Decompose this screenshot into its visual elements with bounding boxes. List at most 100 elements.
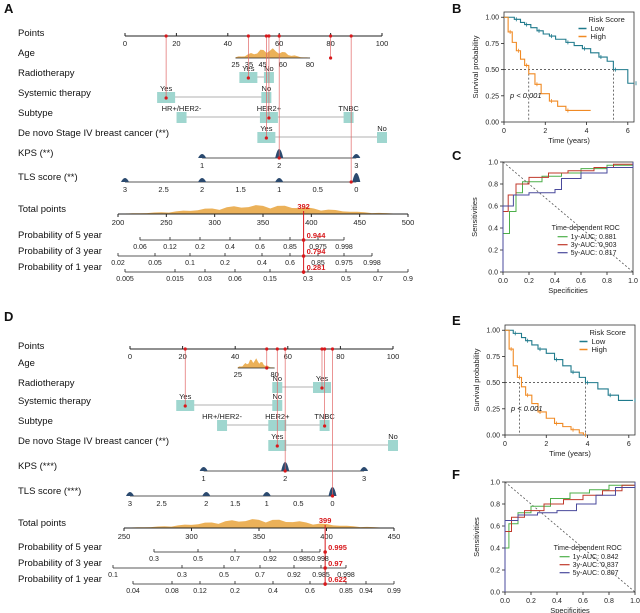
x-axis-label: Specificities <box>550 606 590 613</box>
kps-level-label: 1 <box>202 474 206 483</box>
legend-entry: High <box>592 345 607 354</box>
age-density <box>235 48 311 58</box>
x-tick-label: 0.8 <box>604 598 614 605</box>
tls-density-peak <box>202 492 211 496</box>
x-tick-label: 6 <box>627 441 631 448</box>
kps-density-peak <box>360 467 369 471</box>
plot-frame <box>503 11 635 123</box>
row-label: KPS (**) <box>18 148 53 159</box>
category-level-label: No <box>377 124 387 133</box>
total-points-tick-label: 300 <box>185 532 198 541</box>
total-points-tick-label: 400 <box>305 218 318 227</box>
y-tick-label: 0.75 <box>486 354 500 361</box>
total-points-density <box>118 205 408 214</box>
roc-curve-3 <box>504 482 636 592</box>
panel-letter-e: E <box>452 313 461 328</box>
pin-dot <box>323 347 327 351</box>
x-tick-label: 4 <box>586 441 590 448</box>
y-tick-label: 0.50 <box>486 380 500 387</box>
y-tick-label: 0.0 <box>488 270 498 277</box>
category-level-label: HR+/HER2- <box>162 104 202 113</box>
points-tick-label: 20 <box>172 39 180 48</box>
probability-tick-label: 0.998 <box>337 572 355 579</box>
probability-tick-label: 0.6 <box>285 260 295 267</box>
total-points-tick-label: 200 <box>112 218 125 227</box>
probability-tick-label: 0.12 <box>193 588 207 595</box>
pin-dot <box>329 56 333 60</box>
probability-marker-dot <box>301 270 306 274</box>
total-points-tick-label: 350 <box>257 218 270 227</box>
row-label: TLS score (**) <box>18 172 78 183</box>
x-tick-label: 0 <box>503 441 507 448</box>
y-axis-label: Survival probability <box>472 348 481 411</box>
age-tick-label: 35 <box>245 60 253 69</box>
x-tick-label: 1.0 <box>630 598 640 605</box>
probability-tick-label: 0.5 <box>193 556 203 563</box>
total-points-tick-label: 250 <box>118 532 131 541</box>
km-panel-e: E 0 2 4 6 0.00 0.25 0.50 0.75 1.00 Time (years) Sur… <box>452 313 636 458</box>
row-label: De novo Stage IV breast cancer (**) <box>18 436 169 447</box>
y-tick-label: 1.0 <box>490 480 500 487</box>
row-label: Age <box>18 358 35 369</box>
roc-curve-3 <box>502 162 634 272</box>
kps-density-peak <box>198 154 207 158</box>
y-tick-label: 0.8 <box>490 502 500 509</box>
probability-marker: 0.944 <box>307 231 327 240</box>
x-tick-label: 0.6 <box>578 598 588 605</box>
probability-tick-label: 0.85 <box>283 244 297 251</box>
probability-marker-dot <box>323 566 327 570</box>
y-tick-label: 1.0 <box>488 160 498 167</box>
probability-tick-label: 0.2 <box>195 244 205 251</box>
category-box <box>388 440 398 451</box>
points-tick-label: 40 <box>231 352 239 361</box>
roc-panel-c: C 0.0 0.2 0.4 0.6 0.8 1.0 0.0 0.2 0.4 0.6 0.8 1.0 Spe… <box>452 148 638 295</box>
pin-dot <box>275 444 279 448</box>
pin-dot <box>164 96 168 100</box>
points-tick-label: 80 <box>336 352 344 361</box>
age-tick-label: 25 <box>231 60 239 69</box>
probability-tick-label: 0.4 <box>257 260 267 267</box>
probability-tick-label: 0.05 <box>148 260 162 267</box>
legend-title: Risk Score <box>590 328 626 337</box>
tls-level-label: 0.5 <box>293 499 303 508</box>
pin-dot <box>264 34 268 38</box>
km-panel-b: B 0 2 4 6 0.00 0.25 0.50 0.75 1.00 Time (years) Sur… <box>452 1 637 145</box>
points-tick-label: 0 <box>128 352 132 361</box>
probability-tick-label: 0.998 <box>363 260 381 267</box>
x-axis-label: Specificities <box>548 286 588 295</box>
probability-label: Probability of 3 year <box>18 246 102 257</box>
pin-dot <box>349 34 353 38</box>
x-tick-label: 0.2 <box>526 598 536 605</box>
tls-density-peak <box>352 173 361 182</box>
chance-diagonal <box>502 161 634 273</box>
y-tick-label: 0.50 <box>485 67 499 74</box>
category-box <box>377 132 387 143</box>
probability-tick-label: 0.4 <box>268 588 278 595</box>
row-label: Points <box>18 341 45 352</box>
probability-tick-label: 0.5 <box>341 276 351 283</box>
probability-label: Probability of 1 year <box>18 262 102 273</box>
y-tick-label: 0.00 <box>486 433 500 440</box>
row-label: KPS (***) <box>18 461 57 472</box>
x-axis-label: Time (years) <box>548 136 590 145</box>
row-label: Radiotherapy <box>18 68 75 79</box>
total-points-label: Total points <box>18 518 66 529</box>
probability-tick-label: 0.1 <box>108 572 118 579</box>
probability-tick-label: 0.975 <box>335 260 353 267</box>
kps-level-label: 2 <box>283 474 287 483</box>
probability-tick-label: 0.5 <box>219 572 229 579</box>
row-label: Subtype <box>18 108 53 119</box>
category-level-label: HR+/HER2- <box>202 412 242 421</box>
pin-dot <box>329 34 333 38</box>
legend-entry: High <box>591 32 606 41</box>
tls-level-label: 3 <box>123 185 127 194</box>
row-label: Systemic therapy <box>18 88 91 99</box>
panel-letter-f: F <box>452 467 460 482</box>
kps-density-peak <box>199 467 208 471</box>
total-points-tick-label: 400 <box>320 532 333 541</box>
probability-tick-label: 0.7 <box>255 572 265 579</box>
probability-tick-label: 0.6 <box>255 244 265 251</box>
age-tick-label: 45 <box>258 60 266 69</box>
pin-dot <box>330 494 335 498</box>
